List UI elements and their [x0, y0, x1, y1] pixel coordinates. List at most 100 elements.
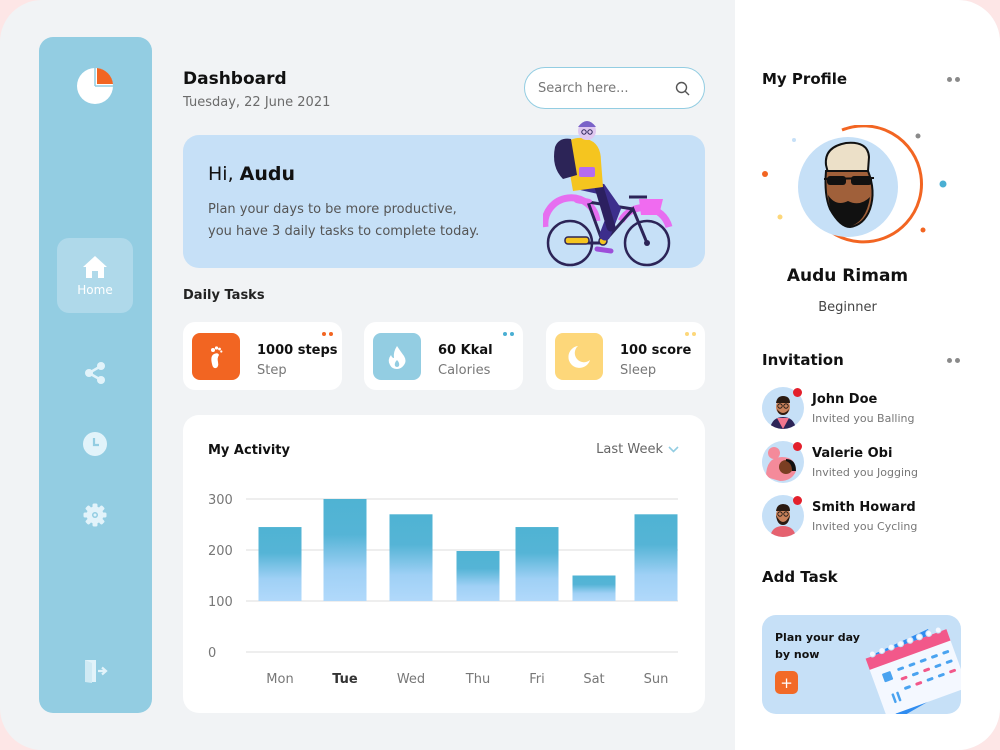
period-selected: Last Week — [596, 442, 663, 457]
task-card-calories[interactable]: 60 Kkal Calories — [364, 322, 523, 390]
logout-icon — [85, 660, 108, 683]
invitation-heading: Invitation — [762, 351, 844, 369]
daily-tasks-heading: Daily Tasks — [183, 288, 265, 303]
chart-y-axis: 0 100 200 300 — [208, 493, 233, 661]
bar-mon[interactable] — [258, 527, 302, 601]
invitation-name: Smith Howard — [812, 500, 916, 515]
activity-bar-chart: 0 100 200 300 Mon Tue Wed Thu Fri Sat Sun — [208, 493, 678, 687]
calendar-illustration — [865, 626, 961, 714]
more-options-icon[interactable] — [685, 332, 696, 336]
invitation-desc: Invited you Jogging — [812, 466, 918, 479]
y-tick-label: 0 — [208, 646, 216, 661]
activity-card: 0 100 200 300 Mon Tue Wed Thu Fri Sat Sun My Acti… — [183, 415, 705, 713]
cyclist-illustration — [543, 121, 673, 267]
bar-sat[interactable] — [572, 575, 616, 602]
invitation-name: John Doe — [812, 392, 878, 407]
task-icon-tile — [192, 333, 240, 380]
page-title: Dashboard — [183, 69, 287, 89]
notification-dot — [793, 496, 802, 505]
sidebar-item-home[interactable]: Home — [57, 238, 133, 313]
greeting-prefix: Hi, — [208, 163, 234, 185]
task-value: 1000 steps — [257, 343, 338, 358]
add-task-button[interactable]: + — [775, 671, 798, 694]
x-tick-label[interactable]: Thu — [465, 672, 490, 687]
x-tick-label[interactable]: Fri — [529, 672, 545, 687]
invitation-more-icon[interactable] — [947, 358, 960, 363]
task-value: 60 Kkal — [438, 343, 493, 358]
x-tick-label[interactable]: Tue — [332, 672, 358, 687]
task-label: Sleep — [620, 363, 657, 378]
logout-button[interactable] — [81, 657, 109, 685]
search-input[interactable] — [538, 80, 668, 96]
x-tick-label[interactable]: Wed — [397, 672, 425, 687]
profile-avatar-area — [760, 124, 950, 255]
profile-name: Audu Rimam — [786, 266, 909, 286]
task-label: Step — [257, 363, 287, 378]
task-icon-tile — [555, 333, 603, 380]
invitation-desc: Invited you Cycling — [812, 520, 918, 533]
chart-gridlines — [246, 498, 678, 653]
invitation-item[interactable]: John Doe Invited you Balling — [762, 387, 962, 431]
invitation-desc: Invited you Balling — [812, 412, 915, 425]
bar-fri[interactable] — [515, 527, 559, 601]
add-task-heading: Add Task — [762, 568, 838, 586]
add-task-text: Plan your day by now — [775, 631, 860, 661]
welcome-banner: Hi, Audu Plan your days to be more produ… — [183, 121, 705, 268]
footprint-icon — [211, 345, 223, 368]
clock-icon — [83, 432, 107, 456]
pie-chart-logo-icon — [77, 68, 113, 104]
invitation-item[interactable]: Smith Howard Invited you Cycling — [762, 495, 962, 539]
x-tick-label[interactable]: Sat — [583, 672, 604, 687]
period-dropdown[interactable]: Last Week — [596, 442, 679, 457]
notification-dot — [793, 388, 802, 397]
user-first-name: Audu — [239, 163, 296, 185]
avatar — [762, 495, 804, 537]
invitation-name: Valerie Obi — [812, 446, 893, 461]
profile-more-icon[interactable] — [947, 77, 960, 82]
y-tick-label: 100 — [208, 595, 233, 610]
sidebar-item-settings[interactable] — [81, 501, 109, 529]
bar-sun[interactable] — [634, 514, 678, 601]
share-icon — [85, 362, 105, 384]
profile-level: Beginner — [818, 300, 877, 315]
sidebar: Home — [39, 37, 152, 713]
task-icon-tile — [373, 333, 421, 380]
x-tick-label[interactable]: Sun — [644, 672, 669, 687]
avatar — [762, 441, 804, 483]
greeting: Hi, Audu — [208, 163, 295, 185]
more-options-icon[interactable] — [503, 332, 514, 336]
banner-message: Plan your days to be more productive, yo… — [208, 199, 508, 243]
search-icon[interactable] — [675, 81, 690, 96]
y-tick-label: 200 — [208, 544, 233, 559]
banner-line-2: you have 3 daily tasks to complete today… — [208, 224, 480, 239]
y-tick-label: 300 — [208, 493, 233, 508]
sidebar-item-share[interactable] — [81, 359, 109, 387]
task-card-sleep[interactable]: 100 score Sleep — [546, 322, 705, 390]
task-card-steps[interactable]: 1000 steps Step — [183, 322, 342, 390]
profile-heading: My Profile — [762, 70, 848, 88]
home-icon — [83, 255, 107, 278]
sidebar-item-history[interactable] — [81, 430, 109, 458]
bar-thu[interactable] — [456, 551, 500, 601]
gear-icon — [83, 503, 107, 527]
activity-title: My Activity — [208, 443, 290, 458]
more-options-icon[interactable] — [322, 332, 333, 336]
bar-tue[interactable] — [323, 499, 367, 601]
chevron-down-icon — [668, 446, 679, 453]
sidebar-item-label: Home — [77, 282, 113, 297]
task-label: Calories — [438, 363, 491, 378]
banner-line-1: Plan your days to be more productive, — [208, 202, 457, 217]
avatar[interactable] — [760, 124, 950, 255]
flame-icon — [388, 345, 406, 369]
search-box[interactable] — [524, 67, 705, 109]
add-task-card: Plan your day by now + — [762, 615, 961, 714]
notification-dot — [793, 442, 802, 451]
current-date: Tuesday, 22 June 2021 — [183, 95, 331, 110]
x-tick-label[interactable]: Mon — [266, 672, 293, 687]
bar-wed[interactable] — [389, 514, 433, 601]
moon-icon — [568, 345, 590, 368]
chart-bars — [258, 499, 678, 602]
invitation-item[interactable]: Valerie Obi Invited you Jogging — [762, 441, 962, 485]
task-value: 100 score — [620, 343, 692, 358]
